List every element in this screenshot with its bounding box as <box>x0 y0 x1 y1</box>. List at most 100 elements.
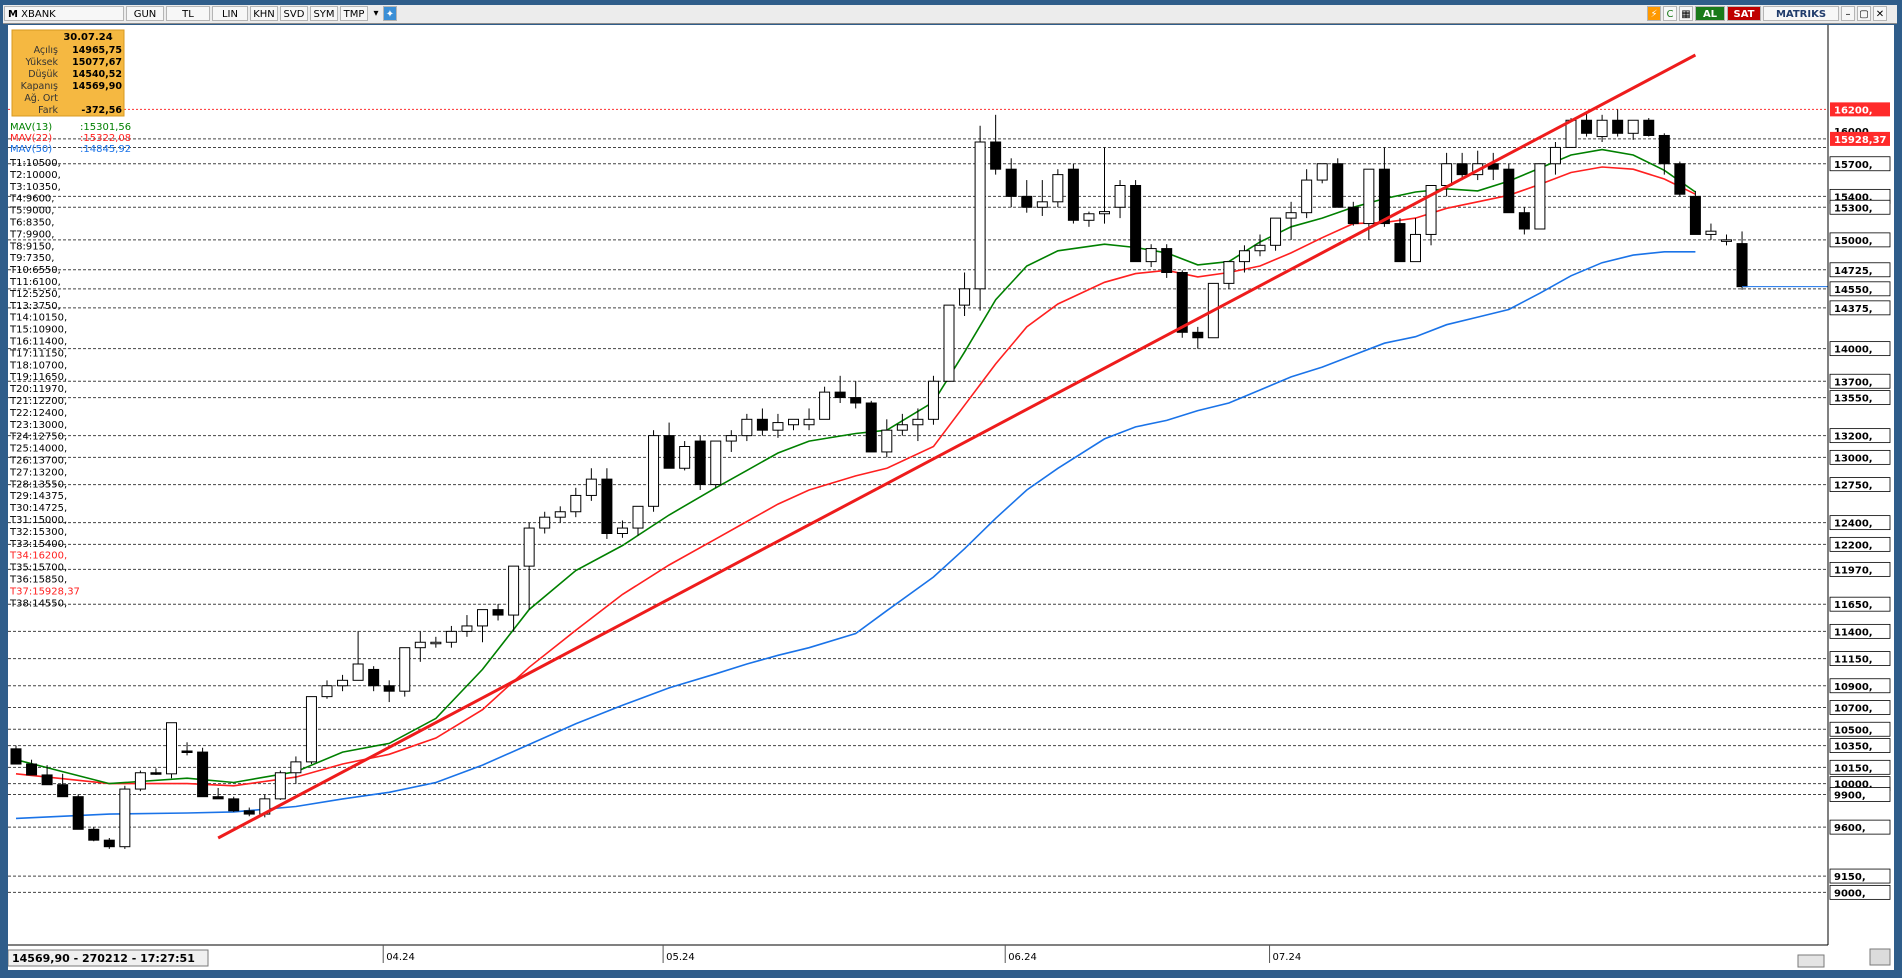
candle-body <box>1534 163 1546 230</box>
chart-area[interactable]: 16200,16000,15928,3715700,15400,15300,15… <box>7 25 1894 970</box>
template-button[interactable]: TMP <box>340 6 368 21</box>
period-button[interactable]: GUN <box>126 6 164 21</box>
dropdown-arrow-icon[interactable]: ▾ <box>373 8 379 19</box>
candle-body <box>305 696 317 763</box>
indicator-legend: MAV(13):15301,56 MAV(22):15322,08 MAV(50):… <box>10 122 131 155</box>
info-label: Düşük <box>28 69 58 80</box>
brand-logo: MATRIKS <box>1763 6 1839 21</box>
axis-label: 10150, <box>1834 763 1873 774</box>
axis-label-bg <box>1830 102 1890 117</box>
khn-button[interactable]: KHN <box>250 6 278 21</box>
trend-label: T33:15400, <box>9 539 67 550</box>
candle-body <box>1036 201 1048 208</box>
minimize-icon[interactable]: – <box>1841 6 1855 21</box>
axis-label: 13000, <box>1834 453 1873 464</box>
candle-body <box>1689 195 1701 235</box>
price-chart[interactable]: 16200,16000,15928,3715700,15400,15300,15… <box>7 25 1894 970</box>
linear-scale-button[interactable]: LIN <box>212 6 248 21</box>
axis-label: 16200, <box>1834 105 1873 116</box>
axis-label: 14725, <box>1834 266 1873 277</box>
candle-body <box>461 625 473 632</box>
axis-label-bg <box>1829 759 1891 775</box>
refresh-icon[interactable]: C <box>1663 6 1677 21</box>
candle-body <box>1363 168 1375 225</box>
resize-icon[interactable] <box>1869 948 1891 966</box>
trend-label: T13:3750, <box>9 301 61 312</box>
candle-body <box>337 679 349 687</box>
axis-label: 15300, <box>1834 203 1873 214</box>
candle-body <box>990 141 1002 170</box>
axis-label-bg <box>1829 561 1891 577</box>
bird-icon[interactable]: ✦ <box>383 6 397 21</box>
axis-label-bg <box>1829 738 1891 753</box>
trend-label: T3:10350, <box>9 182 61 193</box>
trend-label: T21:12200, <box>9 396 67 407</box>
candle-body <box>181 750 193 753</box>
symbol-text: XBANK <box>21 9 56 20</box>
candle-body <box>414 641 426 649</box>
candle-body <box>1130 185 1142 263</box>
svd-button[interactable]: SVD <box>280 6 308 21</box>
legend-name: MAV(50) <box>10 144 52 155</box>
grid-icon[interactable]: ▦ <box>1679 6 1693 21</box>
trend-label: T26:13700, <box>9 456 67 467</box>
axis-label: 11650, <box>1834 600 1873 611</box>
candle-body <box>523 527 535 567</box>
candle-body <box>321 685 333 698</box>
lightning-icon[interactable]: ⚡ <box>1647 6 1661 21</box>
trend-label: T32:15300, <box>9 527 67 538</box>
trend-label: T1:10500, <box>9 158 61 169</box>
trend-level-labels: T1:10500,T2:10000,T3:10350,T4:9600,T5:90… <box>9 158 80 609</box>
axis-label: 14375, <box>1834 304 1873 315</box>
candle-body <box>601 478 613 534</box>
plot-region <box>10 53 1828 849</box>
axis-label: 11400, <box>1834 627 1873 638</box>
info-date: 30.07.24 <box>63 32 112 43</box>
candle-body <box>1394 223 1406 263</box>
currency-button[interactable]: TL <box>166 6 210 21</box>
trend-label: T30:14725, <box>9 503 67 514</box>
close-icon[interactable]: ✕ <box>1873 6 1887 21</box>
trend-label: T25:14000, <box>9 444 67 455</box>
sell-button[interactable]: SAT <box>1727 6 1761 21</box>
candle-body <box>1161 248 1173 273</box>
chart-toolbar: M XBANK GUN TL LIN KHN SVD SYM TMP ▾ ✦ ⚡… <box>3 5 1897 24</box>
trendlines <box>217 53 1828 840</box>
sym-button[interactable]: SYM <box>310 6 338 21</box>
trend-label: T7:9900, <box>9 229 54 240</box>
candle-body <box>1192 331 1204 339</box>
candle-body <box>1114 185 1126 208</box>
symbol-selector[interactable]: M XBANK <box>4 6 124 21</box>
restore-icon[interactable]: ▢ <box>1857 6 1871 21</box>
axis-label: 15928,37 <box>1834 135 1887 146</box>
axis-label: 11970, <box>1834 565 1873 576</box>
axis-label: 15400, <box>1834 192 1873 203</box>
candle-body <box>1596 119 1608 138</box>
price-axis: 16200,16000,15928,3715700,15400,15300,15… <box>1829 102 1891 900</box>
info-label: Kapanış <box>21 81 58 92</box>
buy-button[interactable]: AL <box>1695 6 1725 21</box>
candle-body <box>212 796 224 800</box>
info-value: 14540,52 <box>72 69 122 80</box>
trend-label: T11:6100, <box>9 277 61 288</box>
trend-label: T27:13200, <box>9 467 67 478</box>
axis-label-bg <box>1829 341 1891 357</box>
axis-label-bg <box>1829 868 1891 884</box>
candle-body <box>1285 212 1297 219</box>
candle-body <box>1503 168 1515 214</box>
axis-label: 13200, <box>1834 432 1873 443</box>
candle-body <box>134 772 146 790</box>
trend-label: T2:10000, <box>9 170 61 181</box>
candle-body <box>1721 239 1732 242</box>
candle-body <box>1410 233 1421 263</box>
candle-body <box>383 685 395 692</box>
trend-label: T35:15700, <box>9 563 67 574</box>
axis-label-bg <box>1829 428 1891 444</box>
axis-label-bg <box>1830 131 1890 146</box>
candle-body <box>539 516 551 529</box>
axis-label: 9150, <box>1834 872 1866 883</box>
scroll-arrows-icon[interactable] <box>1797 954 1825 968</box>
info-value: -372,56 <box>81 105 122 116</box>
axis-label-bg <box>1829 262 1891 278</box>
candle-body <box>1441 163 1453 186</box>
